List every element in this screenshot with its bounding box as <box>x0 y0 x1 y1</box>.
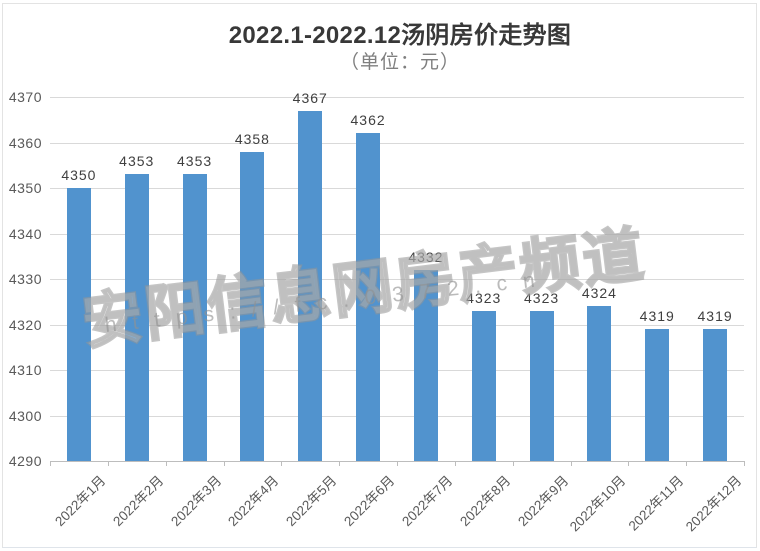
bar <box>587 306 612 461</box>
x-axis-tick <box>512 461 514 466</box>
bar-value-label: 4353 <box>177 153 213 170</box>
bar <box>124 174 149 461</box>
bar <box>240 151 265 461</box>
y-tick-label: 4290 <box>8 453 42 469</box>
y-tick-label: 4330 <box>8 271 42 287</box>
x-axis-tick <box>454 461 456 466</box>
x-axis-tick <box>107 461 109 466</box>
gridline <box>50 97 744 98</box>
bar <box>645 329 670 461</box>
bar <box>413 269 438 461</box>
bar-value-label: 4319 <box>639 308 675 325</box>
x-axis-tick <box>281 461 283 466</box>
gridline <box>50 188 744 189</box>
bar <box>529 310 554 461</box>
x-axis-tick <box>570 461 572 466</box>
x-axis-tick <box>339 461 341 466</box>
y-tick-label: 4310 <box>8 362 42 378</box>
bar-value-label: 4353 <box>119 153 155 170</box>
bar <box>298 110 323 461</box>
y-tick-label: 4320 <box>8 316 42 333</box>
bar-value-label: 4332 <box>408 248 444 265</box>
x-axis-tick <box>628 461 630 466</box>
gridline <box>50 233 744 235</box>
gridline <box>50 142 744 144</box>
bar-value-label: 4350 <box>61 167 97 183</box>
bar <box>703 329 728 461</box>
x-axis-tick <box>397 461 398 466</box>
bar-value-label: 4324 <box>581 285 617 302</box>
x-axis-tick <box>223 461 225 466</box>
chart-subtitle: （单位：元） <box>339 52 460 73</box>
bar-value-label: 4319 <box>697 308 733 325</box>
bar <box>471 310 496 461</box>
y-tick-label: 4360 <box>8 134 42 151</box>
bar-value-label: 4323 <box>524 289 560 306</box>
gridline <box>50 279 744 280</box>
gridline <box>50 324 744 326</box>
x-axis-tick <box>165 461 167 466</box>
bar-value-label: 4367 <box>292 89 328 106</box>
gridline <box>50 370 744 371</box>
gridline <box>50 415 744 417</box>
bar-value-label: 4358 <box>234 130 270 147</box>
y-tick-label: 4300 <box>8 407 42 424</box>
y-tick-label: 4340 <box>8 225 42 242</box>
x-axis-tick <box>686 461 688 466</box>
bar <box>182 174 207 461</box>
y-tick-label: 4350 <box>8 180 42 196</box>
chart-title: 2022.1-2022.12汤阴房价走势图 <box>228 22 572 49</box>
x-axis-tick <box>744 461 745 466</box>
bar <box>66 188 91 461</box>
bar-value-label: 4323 <box>466 289 502 306</box>
y-tick-label: 4370 <box>8 89 42 105</box>
bar <box>356 133 381 461</box>
x-axis-tick <box>50 461 51 466</box>
bar-value-label: 4362 <box>350 112 386 129</box>
